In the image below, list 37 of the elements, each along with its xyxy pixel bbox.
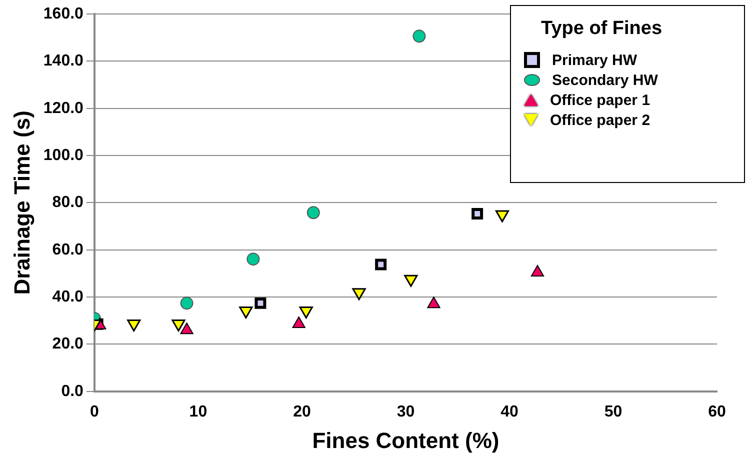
y-axis-title: Drainage Time (s) [9, 110, 34, 295]
point [404, 274, 418, 287]
legend-label: Secondary HW [552, 72, 658, 88]
point [180, 296, 194, 310]
x-tick-label: 40 [500, 403, 518, 420]
x-tick-label: 60 [708, 403, 726, 420]
y-tick-label: 40.0 [52, 288, 84, 306]
point [299, 306, 313, 318]
point [254, 297, 266, 309]
x-tick-label: 20 [293, 403, 311, 420]
point [306, 206, 320, 220]
legend-label: Primary HW [552, 52, 638, 68]
y-tick-label: 60.0 [52, 241, 84, 258]
y-tick-label: 80.0 [52, 194, 84, 212]
x-tick-label: 0 [90, 403, 99, 420]
point [352, 288, 366, 300]
x-tick-label: 30 [396, 403, 415, 420]
legend-title: Type of Fines [541, 18, 664, 40]
point [375, 258, 387, 270]
point [172, 319, 186, 332]
point [495, 210, 510, 222]
point [127, 319, 141, 332]
y-tick-label: 20.0 [52, 336, 84, 353]
x-tick-label: 50 [604, 403, 622, 420]
y-tick-label: 120.0 [43, 100, 84, 117]
y-tick-label: 160.0 [43, 5, 84, 22]
y-tick-label: 100.0 [43, 146, 84, 164]
legend-label: Office paper 2 [550, 112, 650, 128]
point [412, 30, 426, 43]
y-tick-label: 140.0 [43, 52, 84, 70]
y-tick-label: 0.0 [61, 382, 84, 400]
x-tick-label: 10 [189, 403, 208, 420]
legend-label: Office paper 1 [550, 92, 650, 108]
x-axis-title: Fines Content (%) [312, 428, 500, 453]
point [246, 252, 260, 266]
point [472, 208, 484, 220]
point [239, 306, 253, 318]
